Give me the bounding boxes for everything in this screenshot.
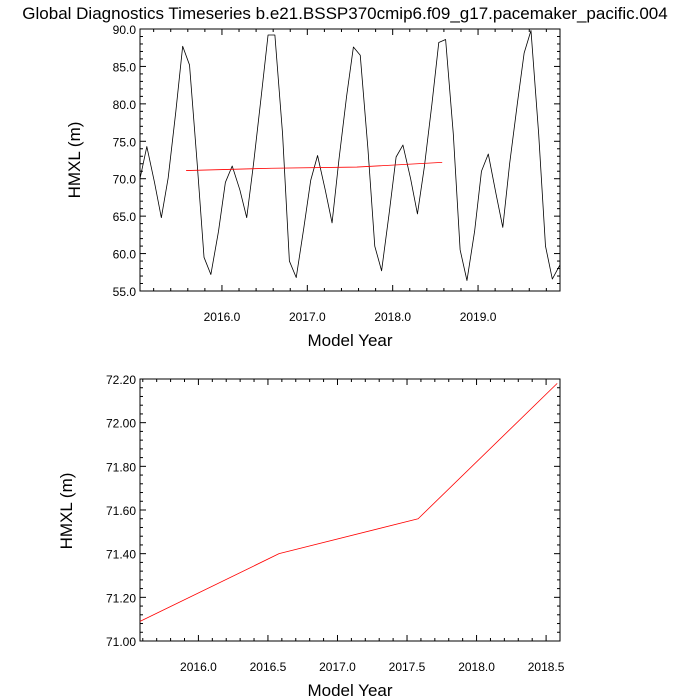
bottom-x-tick-label: 2018.5 bbox=[528, 660, 565, 674]
bottom-panel: 71.00 71.20 71.40 71.60 71.80 72.00 72.20 2016… bbox=[57, 373, 565, 700]
top-plot-frame bbox=[139, 28, 561, 292]
bottom-y-tick-label: 71.20 bbox=[106, 591, 136, 605]
bottom-x-tick-labels: 2016.0 2016.5 2017.0 2017.5 2018.0 2018.5 bbox=[180, 660, 565, 674]
top-x-axis-label: Model Year bbox=[307, 331, 392, 350]
top-y-tick-labels: 55.0 60.0 65.0 70.0 75.0 80.0 85.0 90.0 bbox=[113, 23, 137, 299]
bottom-y-tick-label: 72.20 bbox=[106, 373, 136, 387]
bottom-y-tick-label: 71.60 bbox=[106, 504, 136, 518]
bottom-x-tick-label: 2016.5 bbox=[250, 660, 287, 674]
top-series-layer bbox=[139, 30, 561, 281]
bottom-y-tick-labels: 71.00 71.20 71.40 71.60 71.80 72.00 72.20 bbox=[106, 373, 136, 649]
top-y-tick-label: 85.0 bbox=[113, 60, 137, 74]
bottom-y-tick-label: 71.80 bbox=[106, 460, 136, 474]
bottom-x-tick-label: 2017.0 bbox=[319, 660, 356, 674]
top-trend-line bbox=[186, 162, 443, 171]
top-tick-marks bbox=[140, 28, 560, 292]
bottom-x-tick-label: 2017.5 bbox=[389, 660, 426, 674]
figure-title: Global Diagnostics Timeseries b.e21.BSSP… bbox=[22, 4, 667, 23]
bottom-y-tick-label: 71.40 bbox=[106, 548, 136, 562]
bottom-tick-marks bbox=[140, 378, 561, 642]
top-y-tick-label: 75.0 bbox=[113, 135, 137, 149]
top-y-tick-label: 70.0 bbox=[113, 173, 137, 187]
bottom-x-tick-label: 2016.0 bbox=[180, 660, 217, 674]
bottom-y-axis-label: HMXL (m) bbox=[57, 473, 76, 550]
bottom-x-axis-label: Model Year bbox=[307, 681, 392, 700]
top-x-tick-label: 2017.0 bbox=[289, 310, 326, 324]
top-y-tick-label: 65.0 bbox=[113, 210, 137, 224]
top-x-tick-labels: 2016.0 2017.0 2018.0 2019.0 bbox=[204, 310, 497, 324]
top-y-tick-label: 55.0 bbox=[113, 285, 137, 299]
bottom-y-tick-label: 71.00 bbox=[106, 635, 136, 649]
bottom-trend-line bbox=[139, 383, 558, 622]
bottom-plot-frame bbox=[139, 378, 561, 642]
top-y-axis-label: HMXL (m) bbox=[65, 122, 84, 199]
top-y-tick-label: 60.0 bbox=[113, 248, 137, 262]
top-x-tick-label: 2018.0 bbox=[374, 310, 411, 324]
top-y-tick-label: 90.0 bbox=[113, 23, 137, 37]
top-x-tick-label: 2016.0 bbox=[204, 310, 241, 324]
top-panel: 55.060.065.070.075.080.085.090.0 2016.0 2… bbox=[65, 23, 561, 350]
top-y-tick-label: 80.0 bbox=[113, 98, 137, 112]
bottom-x-tick-label: 2018.0 bbox=[458, 660, 495, 674]
top-x-tick-label: 2019.0 bbox=[460, 310, 497, 324]
top-monthly-line bbox=[139, 30, 561, 281]
bottom-series-layer bbox=[139, 383, 558, 622]
bottom-y-tick-label: 72.00 bbox=[106, 417, 136, 431]
